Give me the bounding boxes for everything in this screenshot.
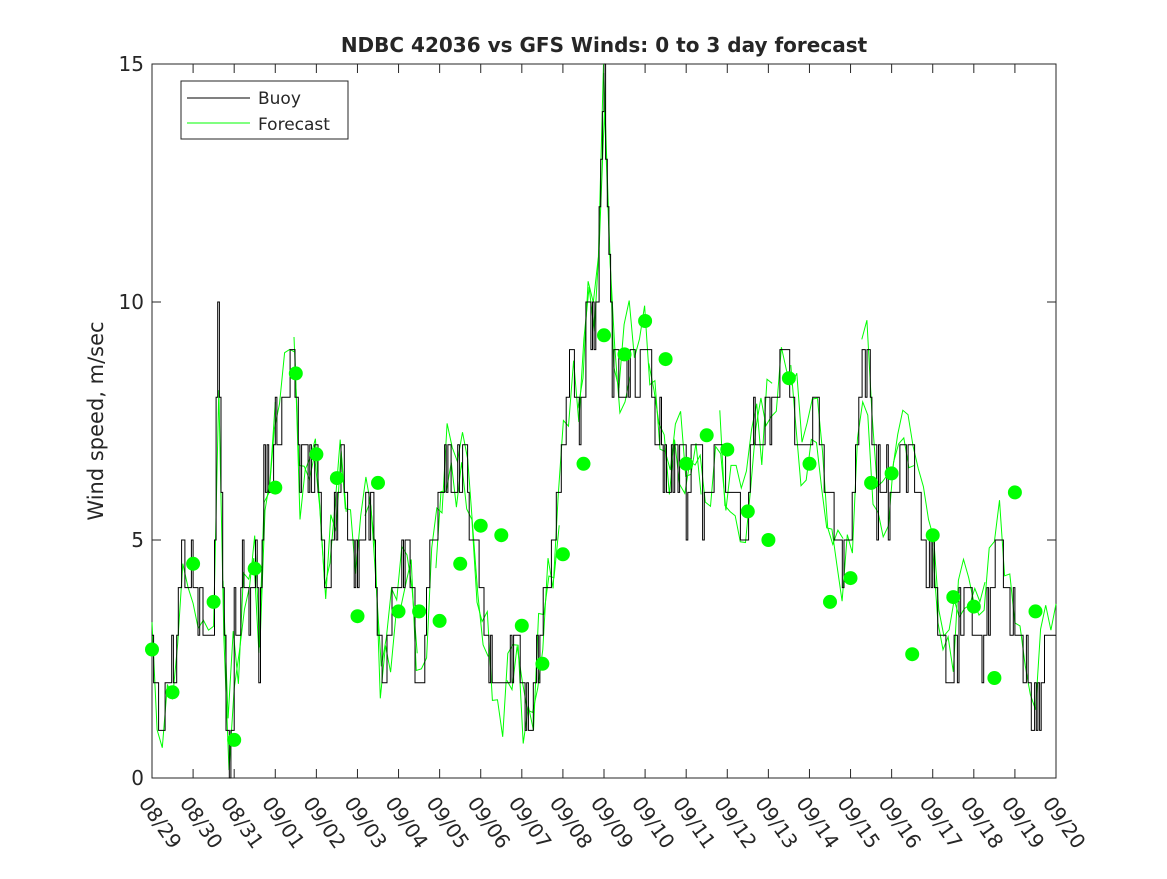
forecast-marker-point (946, 590, 961, 605)
forecast-marker-point (884, 466, 899, 481)
forecast-marker-point (617, 347, 632, 362)
forecast-marker-point (371, 475, 385, 490)
legend: Buoy Forecast (180, 80, 349, 140)
legend-forecast-label: Forecast (258, 115, 330, 135)
y-tick-label: 5 (131, 528, 144, 552)
forecast-marker-point (165, 685, 180, 700)
plot-frame (151, 63, 1057, 779)
forecast-marker-point (514, 618, 529, 633)
forecast-marker-point (740, 504, 755, 519)
forecast-run-line (719, 347, 844, 546)
forecast-marker-point (535, 656, 550, 671)
forecast-marker-point (494, 528, 509, 543)
forecast-marker-point (843, 571, 858, 586)
forecast-marker-point (720, 442, 735, 457)
forecast-marker-point (987, 671, 1002, 685)
forecast-marker-point (802, 456, 817, 471)
plot-area (151, 63, 1057, 779)
forecast-marker-point (699, 428, 714, 443)
forecast-marker-point (781, 371, 796, 386)
forecast-marker-point (925, 528, 940, 543)
forecast-marker-point (329, 471, 344, 486)
forecast-marker-point (186, 556, 201, 571)
forecast-marker-point (638, 314, 653, 328)
y-tick-label: 10 (119, 290, 144, 314)
forecast-marker-point (761, 533, 776, 547)
forecast-marker-point (597, 328, 611, 343)
forecast-marker-point (864, 475, 879, 490)
y-tick-label: 15 (119, 52, 144, 76)
forecast-marker-point (432, 613, 447, 628)
forecast-marker-point (823, 594, 837, 609)
forecast-run-line (577, 63, 702, 495)
forecast-marker-point (679, 456, 694, 471)
forecast-marker-point (247, 561, 262, 576)
forecast-marker-point (268, 480, 283, 495)
forecast-marker-point (1028, 604, 1043, 619)
y-tick-label: 0 (131, 766, 144, 790)
forecast-marker-point (453, 556, 468, 571)
forecast-marker-point (350, 609, 365, 624)
forecast-run-line (435, 462, 560, 744)
forecast-marker-point (391, 604, 406, 619)
forecast-marker-point (227, 732, 242, 747)
forecast-marker-point (658, 352, 673, 367)
forecast-marker-point (576, 456, 591, 471)
y-axis-label: Wind speed, m/sec (84, 321, 108, 520)
forecast-marker-point (309, 447, 324, 462)
forecast-marker-point (412, 604, 427, 619)
legend-buoy-label: Buoy (258, 89, 301, 109)
forecast-marker-point (206, 594, 221, 609)
forecast-marker-point (555, 547, 570, 562)
forecast-marker-point (966, 599, 981, 614)
marker-layer (145, 314, 1043, 747)
forecast-run-line (932, 500, 1057, 710)
forecast-marker-point (473, 518, 488, 533)
forecast-run-line (648, 363, 773, 511)
forecast-marker-point (145, 642, 159, 657)
forecast-marker-point (288, 366, 303, 381)
buoy-series-line (152, 63, 1056, 779)
forecast-marker-point (1007, 485, 1022, 500)
forecast-marker-point (905, 647, 920, 662)
legend-box (180, 80, 349, 140)
chart-title: NDBC 42036 vs GFS Winds: 0 to 3 day fore… (341, 33, 868, 57)
